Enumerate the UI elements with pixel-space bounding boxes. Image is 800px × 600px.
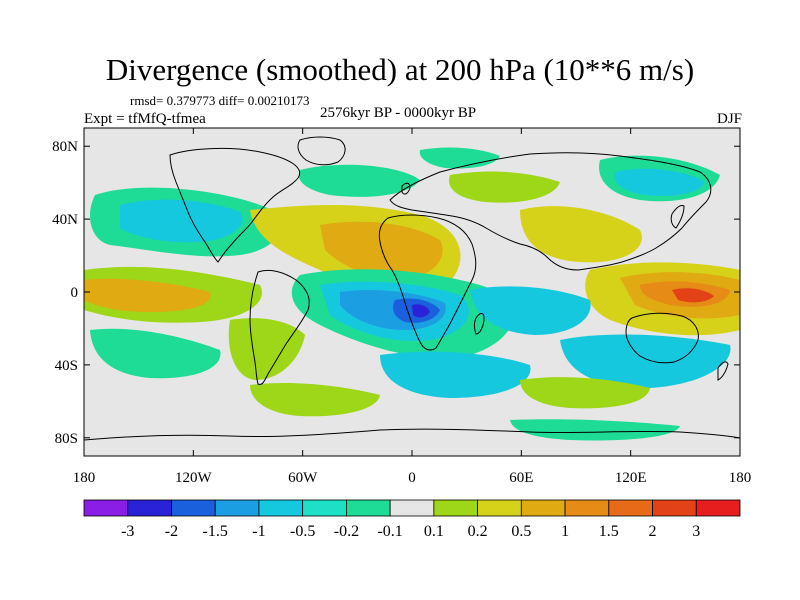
anomaly-patch-positive — [520, 377, 650, 409]
anomaly-patch-negative — [560, 334, 731, 388]
anomaly-patch-negative — [470, 286, 591, 335]
experiment-label: Expt = tfMfQ-tfmea — [84, 111, 206, 127]
lon-tick-label: 60E — [509, 470, 533, 486]
anomaly-patch-positive — [449, 171, 560, 203]
anomaly-patch-negative — [510, 419, 680, 441]
coastline-south-america — [249, 269, 310, 385]
longitude-axis: 180 120W 60W 0 60E 120E 180 — [73, 128, 752, 486]
lon-tick-label: 120W — [175, 470, 213, 486]
lon-tick-label: 120E — [615, 470, 647, 486]
colorbar-swatch — [258, 499, 304, 517]
colorbar-swatch — [302, 499, 347, 517]
anomaly-patch-negative — [614, 168, 705, 196]
anomaly-patch-negative — [298, 164, 420, 197]
anomaly-patch-positive — [672, 288, 714, 303]
period-label: 2576kyr BP - 0000kyr BP — [320, 105, 477, 121]
coastline-new-zealand — [717, 361, 729, 381]
colorbar-swatch — [83, 499, 129, 517]
colorbar-label: 0.5 — [511, 523, 531, 540]
colorbar-label: 0.2 — [468, 523, 488, 540]
anomaly-patch-negative — [419, 147, 500, 169]
colorbar-label: -0.1 — [377, 523, 402, 540]
colorbar-swatch — [520, 499, 566, 517]
anomaly-patch-positive — [520, 206, 642, 263]
lat-tick-label: 0 — [71, 285, 79, 301]
anomaly-patch-negative — [120, 199, 243, 243]
colorbar-swatch — [389, 499, 435, 517]
colorbar-swatch — [608, 499, 653, 517]
colorbar-label: 2 — [649, 523, 657, 540]
coastline-japan — [670, 205, 685, 229]
lat-tick-label: 40N — [52, 212, 78, 228]
colorbar-label: 1.5 — [599, 523, 619, 540]
anomaly-field — [84, 147, 740, 441]
colorbar-swatch — [345, 499, 391, 517]
coastline-antarctica — [84, 428, 740, 441]
anomaly-patch-positive — [84, 278, 211, 312]
plot-title: Divergence (smoothed) at 200 hPa (10**6 … — [105, 52, 695, 87]
coastline-australia — [625, 312, 699, 364]
lon-tick-label: 180 — [729, 470, 752, 486]
colorbar: -3 -2 -1.5 -1 -0.5 -0.2 -0.1 0.1 0.2 0.5 1 1.5 2 3 — [83, 499, 741, 540]
lat-tick-label: 80S — [55, 431, 78, 447]
colorbar-label: 1 — [561, 523, 569, 540]
lat-tick-label: 40S — [55, 358, 78, 374]
coastline-greenland — [297, 136, 346, 166]
season-label: DJF — [716, 111, 742, 127]
coastline-madagascar — [474, 313, 485, 335]
colorbar-swatch — [477, 499, 522, 517]
anomaly-patch-negative — [380, 351, 531, 398]
latitude-axis: 80N 40N 0 40S 80S — [52, 139, 740, 447]
lon-tick-label: 180 — [73, 470, 96, 486]
coastline-eurasia — [389, 152, 712, 271]
coastlines — [84, 136, 740, 441]
lon-tick-label: 60W — [288, 470, 318, 486]
colorbar-swatch — [695, 499, 741, 517]
map-panel: 80N 40N 0 40S 80S 180 120W 60W 0 60E 120E 180 — [52, 127, 752, 486]
colorbar-label: -0.2 — [334, 523, 359, 540]
rmsd-diff-stats: rmsd= 0.379773 diff= 0.00210173 — [130, 93, 310, 108]
coastline-uk — [401, 182, 411, 195]
colorbar-swatch — [214, 499, 260, 517]
anomaly-patch-negative — [412, 304, 430, 318]
colorbar-swatch — [433, 499, 479, 517]
colorbar-label: -1.5 — [203, 523, 228, 540]
anomaly-patch-positive — [228, 318, 305, 380]
anomaly-patch-negative — [90, 328, 221, 379]
colorbar-swatch — [171, 499, 216, 517]
colorbar-swatch — [127, 499, 172, 517]
colorbar-label: 0.1 — [424, 523, 444, 540]
anomaly-patch-positive — [320, 221, 443, 280]
colorbar-label: 3 — [692, 523, 700, 540]
anomaly-patch-positive — [250, 383, 380, 417]
colorbar-label: -3 — [121, 523, 134, 540]
coastline-africa — [378, 214, 477, 351]
colorbar-swatch — [564, 499, 610, 517]
colorbar-label: -0.5 — [290, 523, 315, 540]
lat-tick-label: 80N — [52, 139, 78, 155]
coastline-north-america — [169, 147, 301, 263]
lon-tick-label: 0 — [408, 470, 416, 486]
colorbar-swatch — [652, 499, 697, 517]
colorbar-label: -1 — [252, 523, 265, 540]
colorbar-label: -2 — [165, 523, 178, 540]
